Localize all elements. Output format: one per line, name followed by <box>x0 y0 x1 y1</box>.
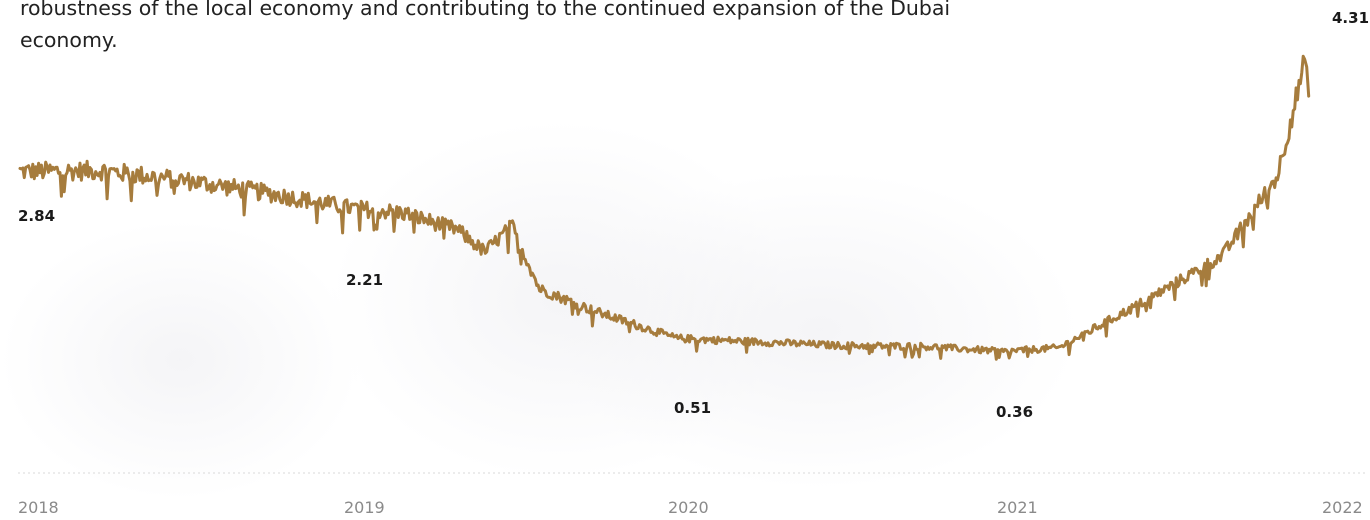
x-tick-label-2021: 2021 <box>997 498 1038 517</box>
value-label-2022: 4.31 <box>1332 9 1369 27</box>
value-label-2018: 2.84 <box>18 207 55 225</box>
value-label-2021: 0.36 <box>996 403 1033 421</box>
x-tick-label-2022: 2022 <box>1322 498 1363 517</box>
intro-paragraph: robustness of the local economy and cont… <box>20 0 951 52</box>
x-tick-label-2020: 2020 <box>668 498 709 517</box>
x-tick-label-2019: 2019 <box>344 498 385 517</box>
price-series-line <box>18 54 1311 361</box>
x-tick-label-2018: 2018 <box>18 498 59 517</box>
value-label-2019: 2.21 <box>346 271 383 289</box>
value-label-2020: 0.51 <box>674 399 711 417</box>
